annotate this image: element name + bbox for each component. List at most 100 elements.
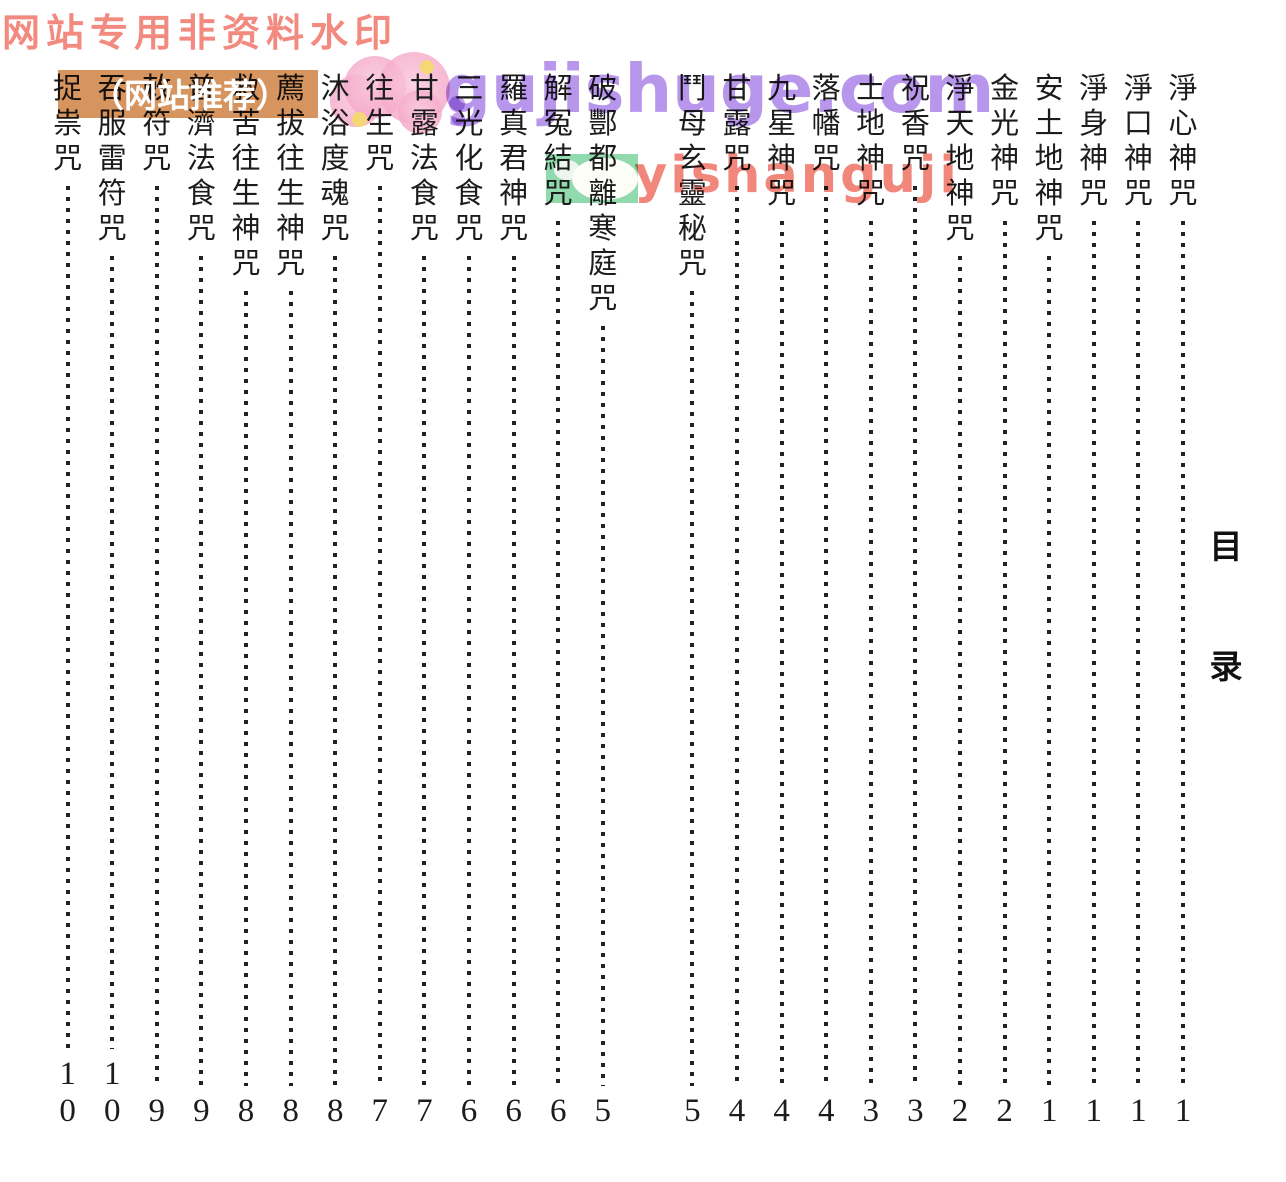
toc-entry: 往生咒 7 — [358, 72, 402, 1130]
entry-page-number: 4 — [728, 1093, 746, 1129]
entry-page-number: 6 — [505, 1093, 522, 1129]
dotted-leader — [154, 186, 159, 1086]
toc-entry: 淨口神咒 1 — [1116, 72, 1160, 1130]
heart-blob — [398, 90, 442, 134]
toc-entry: 安土地神咒 1 — [1027, 72, 1071, 1130]
dotted-leader — [511, 256, 516, 1086]
entry-title: 土地神咒 — [856, 73, 886, 210]
entry-page-number: 2 — [951, 1093, 969, 1129]
entry-page-number: 4 — [773, 1093, 790, 1129]
entry-title: 落幡咒 — [811, 73, 841, 175]
entry-title: 甘露法食咒 — [409, 73, 439, 245]
entry-page-number: 7 — [371, 1093, 389, 1129]
toc-entry: 鬥母玄靈秘咒 5 — [670, 72, 714, 1130]
toc-entry: 破酆都離寒庭咒 5 — [581, 72, 625, 1130]
entry-title: 淨身神咒 — [1079, 73, 1109, 210]
dotted-leader — [333, 256, 338, 1086]
entry-title: 金光神咒 — [990, 73, 1020, 210]
dotted-leader — [556, 221, 561, 1086]
dotted-leader — [110, 256, 115, 1049]
stamp-oval — [572, 158, 638, 200]
toc-entry: 淨身神咒 1 — [1072, 72, 1116, 1130]
dotted-leader — [913, 186, 918, 1086]
toc-entry: 普濟法食咒9 — [179, 72, 223, 1130]
entry-title: 九星神咒 — [767, 73, 797, 210]
toc-entry: 落幡咒 4 — [804, 72, 848, 1130]
entry-page-number: 8 — [237, 1093, 255, 1129]
flower-dot — [452, 112, 465, 125]
entry-page-number: 1 — [1040, 1093, 1058, 1129]
toc-entry: 吞服雷符咒10 — [90, 72, 134, 1130]
toc-entry: 三光化食咒 6 — [447, 72, 491, 1130]
toc-entry: 祝香咒 3 — [893, 72, 937, 1130]
entry-title: 三光化食咒 — [454, 73, 484, 245]
dotted-leader — [377, 186, 382, 1086]
entry-title: 破酆都離寒庭咒 — [588, 73, 618, 315]
toc-entry: 敕符咒9 — [135, 72, 179, 1130]
toc-entry: 捉祟咒10 — [46, 72, 90, 1130]
entry-title: 淨天地神咒 — [945, 73, 975, 245]
toc-entry: 甘露咒 4 — [715, 72, 759, 1130]
dotted-leader — [288, 291, 293, 1086]
page-title: 目 录 — [1206, 520, 1246, 688]
entry-page-number: 6 — [549, 1093, 567, 1129]
toc-entry: 甘露法食咒 7 — [402, 72, 446, 1130]
dotted-leader — [600, 326, 605, 1086]
entry-title: 鬥母玄靈秘咒 — [677, 73, 707, 280]
toc-entry: 金光神咒 2 — [983, 72, 1027, 1130]
dotted-leader — [1047, 256, 1052, 1086]
toc-entry: 土地神咒 3 — [849, 72, 893, 1130]
dotted-leader — [868, 221, 873, 1086]
toc-entry: 九星神咒 4 — [760, 72, 804, 1130]
green-stamp — [546, 154, 638, 203]
entry-page-number: 4 — [817, 1093, 835, 1129]
watermark-banner: 网站专用非资料水印 — [2, 11, 399, 55]
entry-page-number: 3 — [862, 1093, 880, 1129]
entry-title: 沐浴度魂咒 — [320, 73, 350, 245]
toc-entry: 薦拔往生神咒8 — [269, 72, 313, 1130]
dotted-leader — [824, 186, 829, 1086]
dotted-leader — [199, 256, 204, 1086]
toc-entry: 救苦往生神咒8 — [224, 72, 268, 1130]
dotted-leader — [244, 291, 248, 1086]
site-badge-text: （网站推荐） — [91, 76, 289, 115]
entry-page-number: 5 — [684, 1093, 701, 1129]
entry-title: 淨口神咒 — [1123, 73, 1153, 210]
entry-title: 安土地神咒 — [1034, 73, 1064, 245]
toc-entry: 淨天地神咒 2 — [938, 72, 982, 1130]
sparkle-dot — [420, 60, 434, 74]
watermark-url-purple: gujishuge.com — [443, 50, 995, 128]
toc-entry: 羅真君神咒 6 — [492, 72, 536, 1130]
dotted-leader — [1181, 221, 1185, 1086]
entry-page-number: 3 — [907, 1093, 924, 1129]
entry-page-number: 2 — [996, 1093, 1013, 1129]
dotted-leader — [422, 256, 427, 1086]
entry-page-number: 1 — [1174, 1093, 1192, 1129]
entry-page-number: 5 — [594, 1093, 612, 1129]
page-title-char: 目 — [1209, 527, 1243, 566]
entry-page-number: 9 — [193, 1093, 210, 1129]
entry-title: 羅真君神咒 — [499, 73, 529, 245]
entry-title: 甘露咒 — [722, 73, 752, 175]
entry-title: 解冤結咒 — [543, 73, 573, 210]
toc-entry: 沐浴度魂咒 8 — [313, 72, 357, 1130]
entry-page-number: 8 — [326, 1093, 344, 1129]
watermark-url-red: yishanguji — [634, 146, 960, 205]
entry-page-number: 7 — [416, 1093, 433, 1129]
dotted-leader — [1091, 221, 1096, 1086]
entry-title: 祝香咒 — [900, 73, 930, 175]
dotted-leader — [779, 221, 784, 1086]
entry-page-number: 8 — [282, 1093, 299, 1129]
dotted-leader — [1136, 221, 1141, 1086]
page-title-char: 录 — [1209, 647, 1243, 686]
dotted-leader — [690, 291, 695, 1086]
flower-dot — [449, 96, 465, 112]
sparkle-dot — [352, 112, 367, 127]
toc-entry: 解冤結咒 6 — [536, 72, 580, 1130]
entry-page-number: 1 — [1130, 1093, 1147, 1129]
dotted-leader — [1002, 221, 1007, 1086]
